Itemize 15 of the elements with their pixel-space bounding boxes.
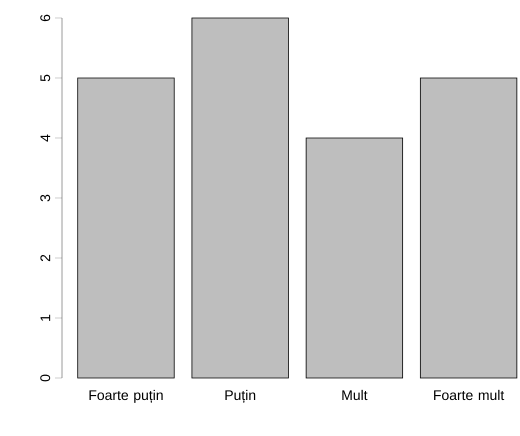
y-tick-label: 4 bbox=[40, 134, 50, 142]
bar bbox=[192, 18, 289, 378]
x-tick-label: Puțin bbox=[225, 390, 256, 403]
y-tick-label: 0 bbox=[40, 374, 50, 382]
x-tick-label: Mult bbox=[342, 390, 368, 400]
y-tick-label: 2 bbox=[40, 254, 50, 262]
y-tick-label: 6 bbox=[40, 14, 50, 22]
bar bbox=[306, 138, 404, 378]
bar bbox=[77, 78, 175, 378]
x-tick-label: Foarte mult bbox=[434, 390, 504, 400]
bar bbox=[420, 78, 518, 378]
y-tick-label: 1 bbox=[40, 314, 50, 321]
x-tick-label: Foarte puțin bbox=[90, 390, 163, 403]
y-tick-label: 5 bbox=[40, 74, 50, 82]
y-tick-label: 3 bbox=[40, 194, 50, 202]
